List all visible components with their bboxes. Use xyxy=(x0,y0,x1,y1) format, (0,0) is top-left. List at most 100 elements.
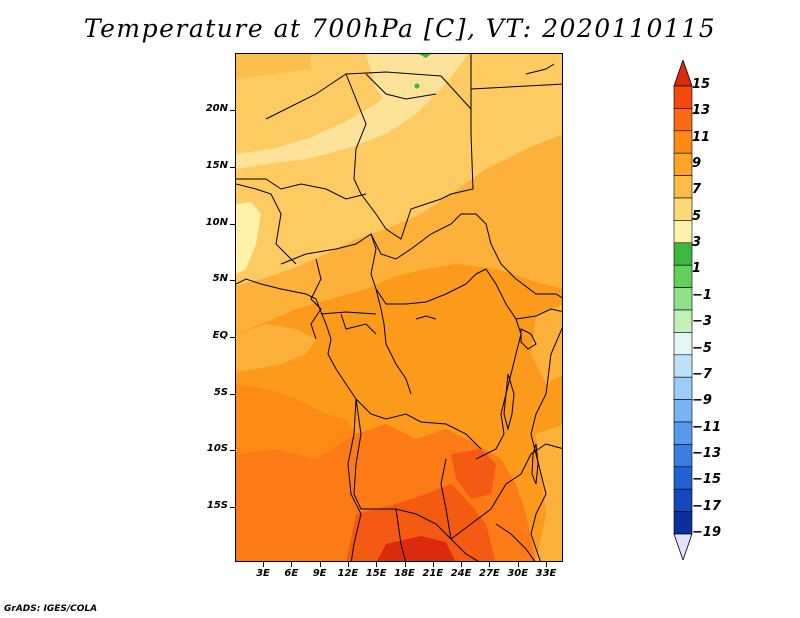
field-cold-spot xyxy=(414,83,420,89)
colorbar-label: 9 xyxy=(692,156,702,172)
latitude-tick-label: 15N xyxy=(205,160,228,171)
colorbar-label: 13 xyxy=(692,103,711,119)
longitude-tick-mark xyxy=(461,562,463,567)
field-13-15 xyxy=(346,484,496,561)
border-niger-chad xyxy=(365,73,437,100)
border-cameroon-south xyxy=(320,311,377,315)
border-egypt-sudan xyxy=(470,83,562,90)
colorbar-swatch xyxy=(673,444,693,468)
colorbar-swatch xyxy=(673,152,693,176)
colorbar-swatch xyxy=(673,421,693,445)
field-10-11 xyxy=(236,384,356,459)
colorbar-label: 1 xyxy=(692,261,702,277)
coast-red-sea xyxy=(525,63,555,75)
field-15-plus xyxy=(377,536,456,561)
longitude-tick-label: 21E xyxy=(422,568,444,579)
colorbar-label: 11 xyxy=(692,129,711,145)
longitude-tick-mark xyxy=(517,562,519,567)
longitude-tick-mark xyxy=(489,562,491,567)
colorbar-swatch xyxy=(673,354,693,378)
latitude-tick-label: 15S xyxy=(206,500,228,511)
colorbar-swatch xyxy=(673,399,693,423)
latitude-tick-label: 5N xyxy=(212,273,228,284)
field-1-3 xyxy=(236,202,261,274)
border-nigeria-cameroon xyxy=(310,258,322,340)
border-uganda-kenya xyxy=(515,308,562,320)
border-botswana-zim xyxy=(445,533,479,561)
credit-text: GrADS: IGES/COLA xyxy=(4,604,98,614)
field-7-9-se xyxy=(536,424,562,561)
colorbar-label: −3 xyxy=(692,314,712,330)
colorbar-swatch xyxy=(673,175,693,199)
colorbar-swatch xyxy=(673,108,693,132)
border-west xyxy=(236,183,297,265)
lake-malawi xyxy=(531,443,539,485)
longitude-tick-mark xyxy=(263,562,264,567)
colorbar-swatch xyxy=(673,488,693,512)
colorbar-swatch xyxy=(673,242,693,266)
colorbar-swatch xyxy=(673,511,693,535)
colorbar-swatch xyxy=(673,220,693,244)
field-13-15-east xyxy=(451,449,496,499)
colorbar-label: −7 xyxy=(692,366,712,382)
longitude-tick-mark xyxy=(432,562,434,567)
colorbar-top-arrow xyxy=(673,60,693,87)
longitude-tick-mark xyxy=(404,562,406,567)
colorbar-label: −13 xyxy=(692,445,721,461)
field-5-7 xyxy=(236,54,562,286)
colorbar-label: −9 xyxy=(692,393,712,409)
latitude-tick-mark xyxy=(230,507,235,508)
colorbar-swatch xyxy=(673,287,693,311)
border-zambia-moz xyxy=(450,443,562,540)
longitude-tick-mark xyxy=(376,562,378,567)
latitude-tick-label: 5S xyxy=(213,387,228,398)
colorbar-swatch xyxy=(673,197,693,221)
colorbar-swatch xyxy=(673,466,693,490)
border-congo xyxy=(375,288,412,395)
longitude-tick-label: 15E xyxy=(365,568,387,579)
latitude-tick-mark xyxy=(230,110,235,111)
latitude-tick-label: 10N xyxy=(205,217,228,228)
longitude-tick-label: 9E xyxy=(312,568,327,579)
latitude-tick-mark xyxy=(230,450,235,451)
river-congo xyxy=(415,315,437,320)
longitude-tick-label: 27E xyxy=(479,568,500,579)
colorbar-label: −1 xyxy=(692,287,712,303)
longitude-tick-label: 24E xyxy=(450,568,472,579)
colorbar-label: 15 xyxy=(692,77,711,92)
country-borders xyxy=(236,54,562,561)
latitude-tick-label: 20N xyxy=(205,103,228,114)
latitude-tick-mark xyxy=(230,337,235,338)
border-angola-drc xyxy=(355,398,482,450)
longitude-tick-mark xyxy=(347,562,349,567)
longitude-tick-mark xyxy=(291,562,293,567)
colorbar-swatch xyxy=(673,376,693,400)
latitude-tick-mark xyxy=(230,394,235,395)
field-cold-edge xyxy=(419,54,431,58)
colorbar-swatch xyxy=(673,332,693,356)
field-7-9-east xyxy=(531,304,562,384)
coastline-gulf xyxy=(236,278,357,400)
colorbar-label: −17 xyxy=(692,498,721,514)
field-5-7-nw xyxy=(236,54,311,79)
colorbar-bottom-arrow xyxy=(673,533,693,560)
colorbar-swatch xyxy=(673,85,693,109)
colorbar-swatch xyxy=(673,130,693,154)
colorbar-label: −5 xyxy=(692,340,712,356)
map-title: Temperature at 700hPa [C], VT: 202011011… xyxy=(83,14,717,43)
longitude-tick-label: 33E xyxy=(535,568,557,579)
colorbar-swatch xyxy=(673,309,693,333)
longitude-tick-label: 6E xyxy=(284,568,299,579)
border-zim-moz xyxy=(495,523,536,561)
field-7-9-coast xyxy=(236,324,316,372)
colorbar-label: −11 xyxy=(692,419,721,435)
border-north xyxy=(265,71,474,240)
latitude-tick-mark xyxy=(230,167,235,168)
border-angola-west xyxy=(353,398,362,510)
latitude-tick-label: 10S xyxy=(206,443,228,454)
latitude-tick-mark xyxy=(230,224,235,225)
longitude-tick-label: 18E xyxy=(394,568,415,579)
temperature-map xyxy=(235,53,563,562)
colorbar-label: 7 xyxy=(692,182,702,198)
lake-victoria xyxy=(520,328,537,350)
